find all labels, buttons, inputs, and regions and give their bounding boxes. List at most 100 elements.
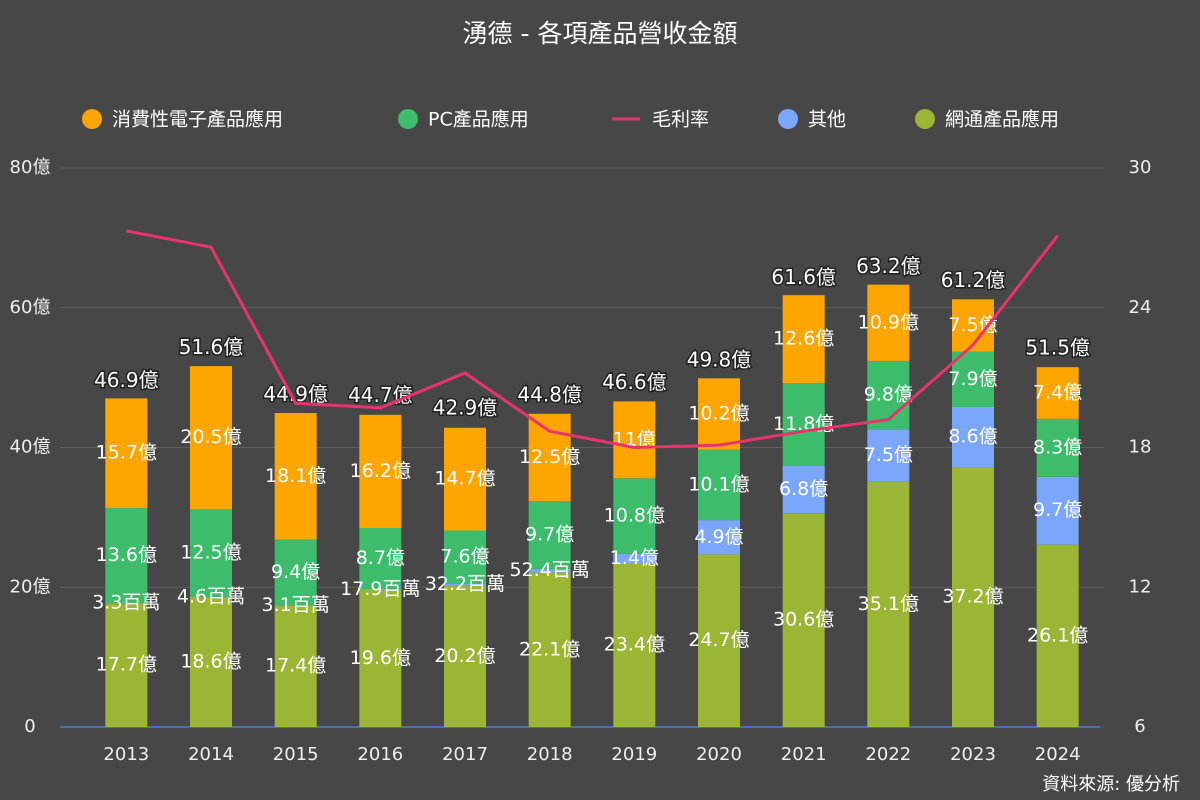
value-label: 20.2億 (434, 645, 495, 667)
value-label: 16.2億 (350, 460, 411, 482)
chart-title: 湧德 - 各項產品營收金額 (463, 19, 738, 48)
y2-tick-label: 6 (1134, 716, 1145, 737)
bar-segment (613, 563, 656, 727)
bar-segment (782, 383, 825, 466)
x-tick-label: 2021 (781, 744, 827, 765)
value-label: 32.2百萬 (425, 573, 505, 595)
bar-segment (613, 478, 656, 554)
y-tick-label: 0 (24, 716, 35, 737)
bar-segment (528, 568, 571, 573)
bar-segment (190, 366, 232, 510)
value-label: 10.2億 (688, 402, 749, 424)
legend-label: 毛利率 (652, 109, 709, 131)
legend-label: PC產品應用 (428, 108, 529, 131)
bar-segment (698, 378, 740, 450)
bar-segment (698, 554, 740, 727)
x-tick-label: 2020 (696, 744, 742, 765)
bar-segment (867, 284, 910, 361)
value-label: 14.7億 (434, 468, 495, 490)
bar-segment (359, 414, 402, 529)
y-tick-label: 40億 (10, 437, 51, 458)
value-label: 13.6億 (96, 544, 157, 566)
total-label: 42.9億 (433, 396, 498, 420)
line (126, 229, 1059, 450)
legend-swatch (778, 109, 798, 129)
bar-segment (782, 513, 825, 727)
value-label: 4.9億 (694, 526, 743, 548)
bar-segment (867, 429, 910, 482)
y2-tick-label: 24 (1129, 297, 1152, 318)
value-label: 10.9億 (858, 311, 919, 333)
value-label: 9.7億 (1033, 499, 1082, 521)
bar-segment (444, 427, 486, 531)
value-label: 18.1億 (265, 465, 326, 487)
value-label: 7.9億 (948, 368, 997, 390)
bar-segment (782, 465, 825, 514)
bar-segment (1036, 544, 1079, 727)
bar-segment (952, 467, 994, 727)
value-label: 9.7億 (525, 524, 574, 546)
bar-segment (274, 605, 317, 727)
value-label: 10.8億 (604, 504, 665, 526)
bar-segment (952, 351, 994, 407)
total-label: 63.2億 (856, 254, 921, 278)
bar-segment (444, 585, 486, 727)
bar-segment (359, 590, 402, 727)
legend-swatch (82, 109, 102, 129)
x-tick-label: 2015 (273, 744, 319, 765)
total-label: 49.8億 (687, 348, 752, 372)
x-tick-label: 2024 (1035, 744, 1081, 765)
value-label: 9.4億 (271, 561, 320, 583)
legend-label: 消費性電子產品應用 (112, 108, 283, 131)
value-label: 8.7億 (356, 547, 405, 569)
bar-segment (867, 481, 910, 727)
value-label: 23.4億 (604, 634, 665, 656)
y-tick-label: 60億 (10, 297, 51, 318)
bar-segment (190, 509, 232, 597)
total-label: 46.9億 (94, 368, 159, 392)
value-label: 52.4百萬 (510, 559, 590, 581)
total-label: 61.6億 (771, 265, 836, 289)
value-label: 12.5億 (519, 446, 580, 468)
source: 資料來源: 優分析 (1042, 774, 1180, 795)
value-label: 17.7億 (96, 654, 157, 676)
value-label: 3.1百萬 (262, 594, 330, 616)
bar-segment (359, 588, 402, 591)
bar-segment (1036, 418, 1079, 477)
bar-segment (613, 553, 656, 564)
bar-segment (782, 295, 825, 384)
legend-swatch (915, 109, 935, 129)
bar-segment (274, 539, 317, 606)
value-label: 35.1億 (858, 593, 919, 615)
legend-label: 其他 (808, 109, 846, 131)
bar-segment (190, 597, 232, 727)
total-label: 61.2億 (941, 268, 1006, 292)
bar-segment (952, 406, 994, 468)
bar-segment (1036, 476, 1079, 545)
bar-segment (105, 508, 148, 604)
y2-tick-label: 18 (1129, 437, 1152, 458)
bar-segment (698, 520, 740, 555)
value-label: 19.6億 (350, 647, 411, 669)
value-label: 15.7億 (96, 442, 157, 464)
value-label: 3.3百萬 (92, 592, 160, 614)
value-label: 12.5億 (180, 542, 241, 564)
total-label: 44.7億 (348, 383, 413, 407)
bar-segment (105, 603, 148, 727)
bar-segment (444, 530, 486, 584)
value-label: 30.6億 (773, 609, 834, 631)
value-label: 12.6億 (773, 328, 834, 350)
bar-segment (528, 413, 571, 502)
value-label: 7.5億 (864, 444, 913, 466)
legend-label: 網通產品應用 (945, 108, 1059, 131)
x-tick-label: 2022 (865, 744, 911, 765)
legend-swatch (398, 109, 418, 129)
value-label: 7.6億 (440, 546, 489, 568)
value-label: 17.9百萬 (340, 578, 420, 600)
value-label: 24.7億 (688, 629, 749, 651)
bar-segment (698, 449, 740, 521)
value-label: 20.5億 (180, 426, 241, 448)
x-tick-label: 2019 (611, 744, 657, 765)
bar-segment (105, 398, 148, 509)
